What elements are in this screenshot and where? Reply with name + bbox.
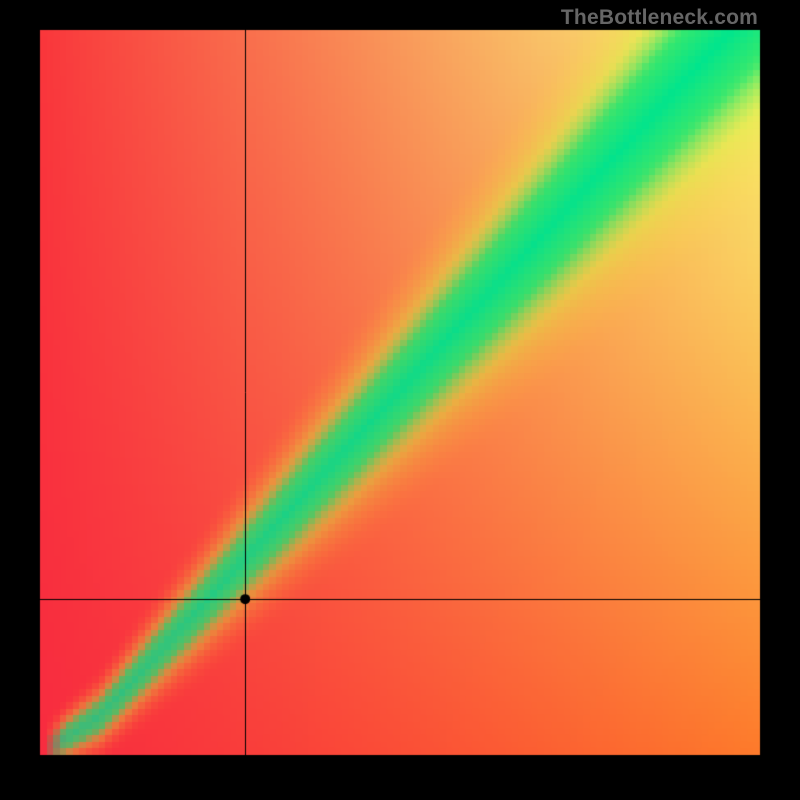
watermark-text: TheBottleneck.com [561,6,758,30]
chart-container: TheBottleneck.com [0,0,800,800]
heatmap-canvas [0,0,800,800]
